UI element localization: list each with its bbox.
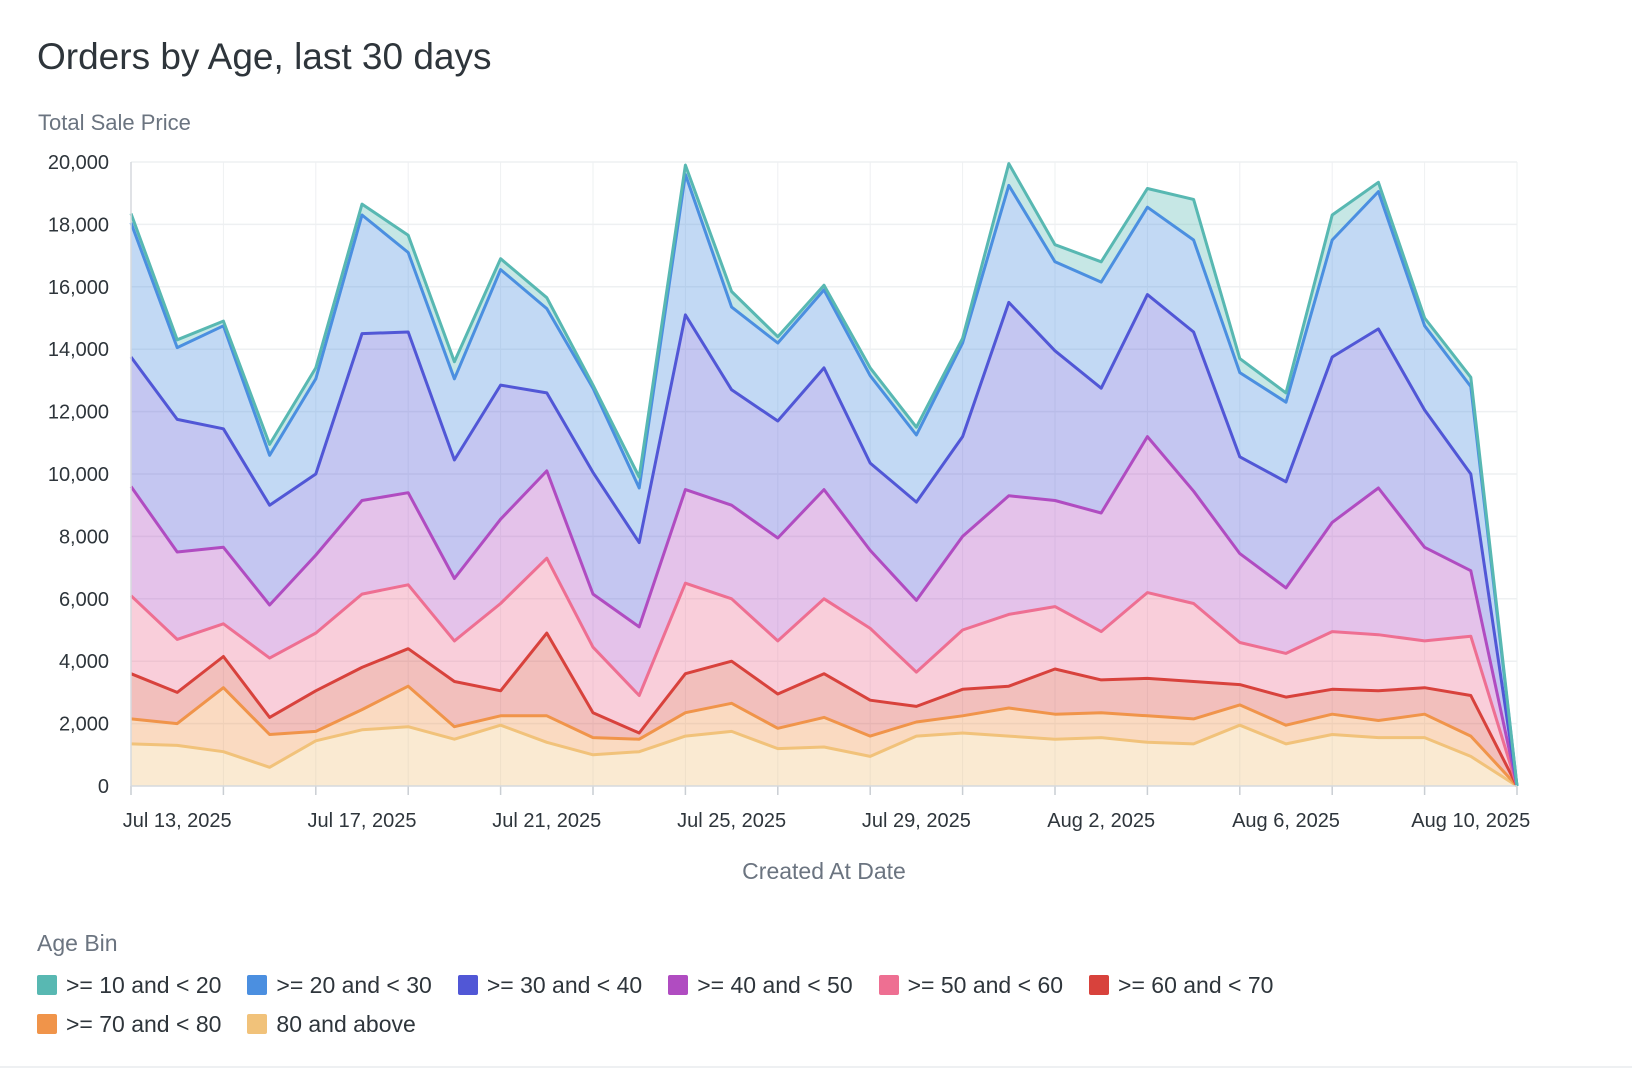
series-line bbox=[129, 293, 1519, 787]
series-line bbox=[129, 435, 1519, 787]
y-tick-label: 0 bbox=[98, 776, 109, 798]
y-tick-label: 20,000 bbox=[48, 152, 109, 174]
chart-title: Orders by Age, last 30 days bbox=[37, 36, 492, 77]
bottom-divider bbox=[0, 1066, 1632, 1068]
chart-series-lines bbox=[129, 162, 1519, 788]
legend-label: >= 10 and < 20 bbox=[66, 972, 222, 998]
legend-item[interactable]: >= 30 and < 40 bbox=[457, 970, 643, 1000]
series-line bbox=[130, 631, 1519, 787]
area-series bbox=[131, 436, 1517, 786]
legend-label: >= 40 and < 50 bbox=[697, 972, 853, 998]
legend-swatch bbox=[457, 975, 478, 995]
legend-item[interactable]: >= 70 and < 80 bbox=[37, 1009, 221, 1039]
x-tick-label: Jul 25, 2025 bbox=[677, 810, 786, 832]
legend-label: 80 and above bbox=[276, 1011, 416, 1037]
chart-axes: 0 2,000 4,000 6,000 8,000 10,000 12,000 14,000 1… bbox=[48, 152, 1530, 832]
x-tick-label: Jul 29, 2025 bbox=[862, 810, 971, 832]
y-tick-label: 8,000 bbox=[59, 526, 109, 548]
legend-title: Age Bin bbox=[37, 930, 118, 956]
y-axis-title: Total Sale Price bbox=[38, 110, 191, 135]
y-tick-label: 10,000 bbox=[48, 464, 109, 486]
y-tick-label: 18,000 bbox=[48, 214, 109, 236]
area-series bbox=[131, 558, 1517, 786]
area-series bbox=[131, 163, 1517, 787]
legend-item[interactable]: >= 20 and < 30 bbox=[247, 970, 432, 1000]
y-tick-label: 14,000 bbox=[48, 339, 109, 361]
series-line bbox=[129, 162, 1519, 787]
legend-label: >= 60 and < 70 bbox=[1118, 972, 1274, 998]
y-tick-label: 16,000 bbox=[48, 277, 109, 299]
legend-swatch bbox=[37, 975, 57, 995]
legend-swatch bbox=[1089, 975, 1110, 995]
y-tick-label: 2,000 bbox=[59, 714, 109, 736]
legend-item[interactable]: >= 40 and < 50 bbox=[668, 970, 853, 1000]
legend-swatch bbox=[247, 975, 268, 995]
area-series bbox=[131, 633, 1517, 786]
legend-swatch bbox=[668, 975, 689, 995]
legend: >= 10 and < 20 >= 20 and < 30 >= 30 and < … bbox=[37, 970, 1437, 1039]
legend-swatch bbox=[247, 1014, 268, 1034]
legend-label: >= 20 and < 30 bbox=[276, 972, 432, 998]
y-tick-label: 12,000 bbox=[48, 402, 109, 424]
x-tick-label: Jul 21, 2025 bbox=[492, 810, 601, 832]
series-line bbox=[129, 173, 1519, 787]
series-line bbox=[130, 723, 1518, 788]
legend-item[interactable]: 80 and above bbox=[247, 1009, 416, 1039]
legend-item[interactable]: >= 50 and < 60 bbox=[878, 970, 1064, 1000]
x-tick-label: Aug 2, 2025 bbox=[1047, 810, 1155, 832]
series-line bbox=[130, 684, 1519, 788]
legend-label: >= 70 and < 80 bbox=[66, 1011, 222, 1037]
legend-item[interactable]: >= 60 and < 70 bbox=[1089, 970, 1273, 1000]
x-axis-title: Created At Date bbox=[742, 858, 906, 884]
legend-label: >= 30 and < 40 bbox=[486, 972, 643, 998]
area-series bbox=[131, 725, 1517, 786]
area-series bbox=[131, 686, 1517, 786]
legend-item[interactable]: >= 10 and < 20 bbox=[37, 970, 221, 1000]
x-tick-label: Aug 10, 2025 bbox=[1411, 810, 1530, 832]
x-tick-label: Aug 6, 2025 bbox=[1232, 810, 1340, 832]
legend-swatch bbox=[878, 975, 899, 995]
y-tick-label: 6,000 bbox=[59, 589, 109, 611]
legend-label: >= 50 and < 60 bbox=[907, 972, 1064, 998]
legend-swatch bbox=[37, 1014, 57, 1034]
area-series bbox=[131, 294, 1517, 786]
series-line bbox=[129, 556, 1519, 787]
x-tick-label: Jul 13, 2025 bbox=[123, 810, 232, 832]
x-tick-label: Jul 17, 2025 bbox=[308, 810, 417, 832]
y-tick-label: 4,000 bbox=[59, 651, 109, 673]
